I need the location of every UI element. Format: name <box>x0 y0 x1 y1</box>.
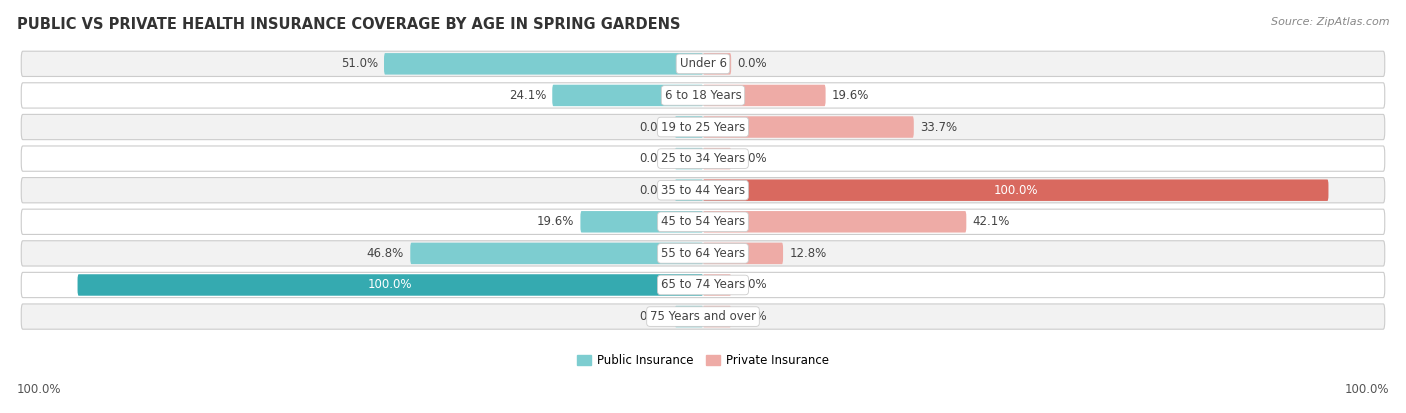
Text: 45 to 54 Years: 45 to 54 Years <box>661 215 745 228</box>
Text: 0.0%: 0.0% <box>638 121 669 133</box>
Text: Under 6: Under 6 <box>679 57 727 70</box>
Text: 0.0%: 0.0% <box>737 310 768 323</box>
FancyBboxPatch shape <box>384 53 703 75</box>
Text: 65 to 74 Years: 65 to 74 Years <box>661 278 745 292</box>
Text: 6 to 18 Years: 6 to 18 Years <box>665 89 741 102</box>
Text: 25 to 34 Years: 25 to 34 Years <box>661 152 745 165</box>
FancyBboxPatch shape <box>703 274 731 296</box>
Text: 0.0%: 0.0% <box>737 152 768 165</box>
Text: 24.1%: 24.1% <box>509 89 546 102</box>
FancyBboxPatch shape <box>703 53 731 75</box>
FancyBboxPatch shape <box>703 306 731 328</box>
FancyBboxPatch shape <box>21 83 1385 108</box>
FancyBboxPatch shape <box>703 180 1329 201</box>
Text: 46.8%: 46.8% <box>367 247 404 260</box>
Text: 100.0%: 100.0% <box>17 384 62 396</box>
FancyBboxPatch shape <box>21 272 1385 298</box>
FancyBboxPatch shape <box>703 211 966 233</box>
FancyBboxPatch shape <box>77 274 703 296</box>
Text: 75 Years and over: 75 Years and over <box>650 310 756 323</box>
FancyBboxPatch shape <box>21 51 1385 76</box>
FancyBboxPatch shape <box>21 146 1385 171</box>
FancyBboxPatch shape <box>21 209 1385 235</box>
Text: 19.6%: 19.6% <box>832 89 869 102</box>
FancyBboxPatch shape <box>703 116 914 138</box>
Text: 100.0%: 100.0% <box>994 184 1038 197</box>
Text: 0.0%: 0.0% <box>737 278 768 292</box>
Text: 0.0%: 0.0% <box>638 310 669 323</box>
FancyBboxPatch shape <box>703 85 825 106</box>
FancyBboxPatch shape <box>675 306 703 328</box>
Text: 100.0%: 100.0% <box>368 278 412 292</box>
Text: 0.0%: 0.0% <box>638 184 669 197</box>
Text: 100.0%: 100.0% <box>1344 384 1389 396</box>
FancyBboxPatch shape <box>21 241 1385 266</box>
Text: Source: ZipAtlas.com: Source: ZipAtlas.com <box>1271 17 1389 26</box>
Text: 19.6%: 19.6% <box>537 215 574 228</box>
FancyBboxPatch shape <box>675 148 703 169</box>
FancyBboxPatch shape <box>675 180 703 201</box>
FancyBboxPatch shape <box>675 116 703 138</box>
Text: 51.0%: 51.0% <box>340 57 378 70</box>
FancyBboxPatch shape <box>21 178 1385 203</box>
FancyBboxPatch shape <box>553 85 703 106</box>
FancyBboxPatch shape <box>21 114 1385 140</box>
FancyBboxPatch shape <box>703 243 783 264</box>
FancyBboxPatch shape <box>703 148 731 169</box>
FancyBboxPatch shape <box>411 243 703 264</box>
FancyBboxPatch shape <box>21 304 1385 329</box>
Text: 55 to 64 Years: 55 to 64 Years <box>661 247 745 260</box>
Text: 12.8%: 12.8% <box>789 247 827 260</box>
Text: PUBLIC VS PRIVATE HEALTH INSURANCE COVERAGE BY AGE IN SPRING GARDENS: PUBLIC VS PRIVATE HEALTH INSURANCE COVER… <box>17 17 681 31</box>
Text: 42.1%: 42.1% <box>973 215 1010 228</box>
Text: 19 to 25 Years: 19 to 25 Years <box>661 121 745 133</box>
Legend: Public Insurance, Private Insurance: Public Insurance, Private Insurance <box>572 349 834 372</box>
Text: 35 to 44 Years: 35 to 44 Years <box>661 184 745 197</box>
Text: 33.7%: 33.7% <box>920 121 957 133</box>
FancyBboxPatch shape <box>581 211 703 233</box>
Text: 0.0%: 0.0% <box>737 57 768 70</box>
Text: 0.0%: 0.0% <box>638 152 669 165</box>
